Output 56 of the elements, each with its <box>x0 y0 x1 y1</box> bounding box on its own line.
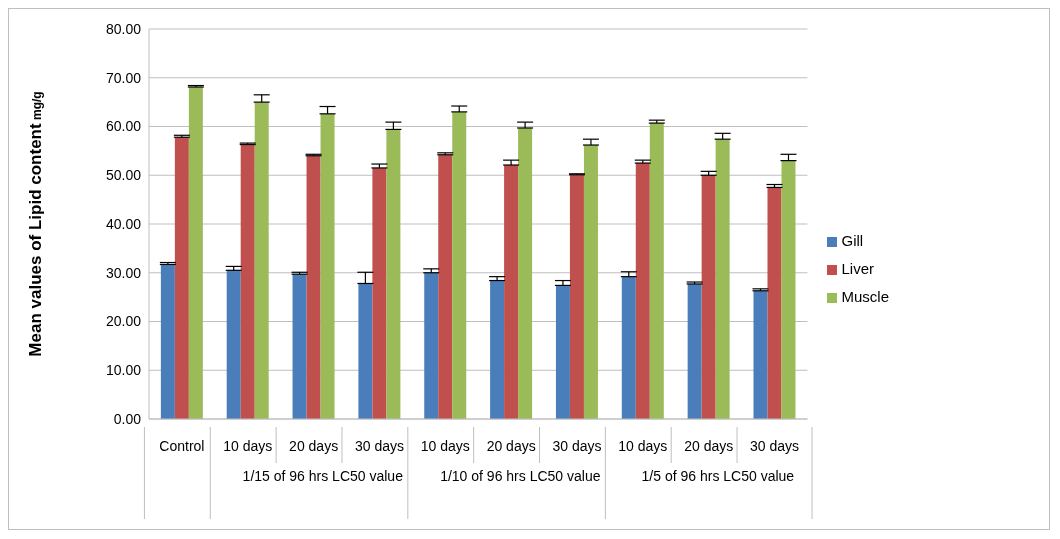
bar <box>240 144 255 419</box>
bar <box>504 165 519 419</box>
x-tick-label: 10 days <box>223 438 273 454</box>
bar <box>188 87 203 419</box>
x-tick-label: 30 days <box>750 438 800 454</box>
bar <box>386 129 401 419</box>
text: 1/15 of 96 hrs LC50 value <box>242 468 404 484</box>
bar <box>583 145 598 419</box>
y-tick-label: 30.00 <box>105 264 142 281</box>
bar <box>160 264 175 419</box>
legend-label: Muscle <box>841 288 889 305</box>
bar <box>781 160 796 419</box>
bar <box>424 272 439 419</box>
x-tick-label: 20 days <box>684 438 734 454</box>
y-tick-label: 20.00 <box>105 313 142 330</box>
bar <box>490 280 505 419</box>
x-tick-label: 10 days <box>420 438 470 454</box>
y-tick-label: 60.00 <box>105 118 142 135</box>
x-tick-label: 30 days <box>354 438 404 454</box>
bar <box>292 274 307 419</box>
x-tick-label: Control <box>159 438 205 454</box>
text: 1/10 of 96 hrs LC50 value <box>440 468 601 484</box>
y-tick-label: 70.00 <box>105 69 142 86</box>
x-tick-label: 20 days <box>289 438 339 454</box>
x-tick-label: 20 days <box>486 438 536 454</box>
bar <box>715 139 730 419</box>
bar <box>518 127 533 419</box>
bar <box>635 163 650 419</box>
y-tick-label: 50.00 <box>105 167 142 184</box>
y-tick-label: 10.00 <box>105 362 142 379</box>
bar <box>372 167 387 419</box>
bar <box>621 276 636 419</box>
bar <box>569 174 584 419</box>
y-tick-label: 80.00 <box>105 20 142 37</box>
bar <box>254 102 269 419</box>
y-axis-title: Mean values of Lipid content mg/g <box>26 91 45 357</box>
bar <box>226 270 241 419</box>
bar <box>320 113 335 419</box>
bar <box>306 155 321 419</box>
x-tick-label: 10 days <box>618 438 668 454</box>
bar <box>358 283 373 419</box>
legend-label: Gill <box>841 232 864 249</box>
bar <box>767 187 782 419</box>
bar <box>174 137 189 419</box>
bar <box>555 285 570 419</box>
x-tick-label: 30 days <box>552 438 602 454</box>
bar <box>687 283 702 419</box>
text: 1/5 of 96 hrs LC50 value <box>641 468 795 484</box>
legend-label: Liver <box>841 260 874 277</box>
bar <box>438 154 453 419</box>
y-tick-label: 40.00 <box>105 215 142 232</box>
bar <box>701 175 716 419</box>
bar <box>753 290 768 419</box>
bar <box>649 123 664 419</box>
bar <box>452 111 467 419</box>
y-tick-label: 0.00 <box>113 410 142 427</box>
